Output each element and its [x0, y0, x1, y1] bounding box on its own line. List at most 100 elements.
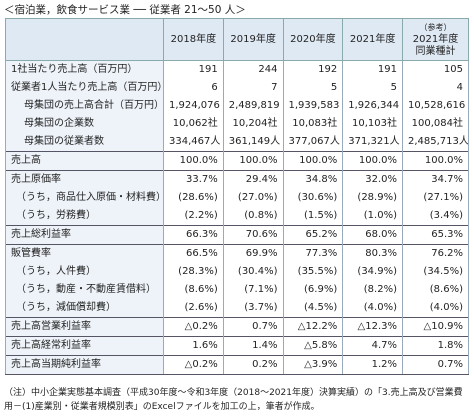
cell: △10.9% — [402, 317, 469, 337]
table-row: 売上高営業利益率 △0.2% 0.7% △12.2% △12.3% △10.9% — [5, 317, 469, 337]
header-row: 2018年度 2019年度 2020年度 2021年度 （参考） 2021年度 同業種計 — [5, 18, 469, 61]
row-label: 売上高当期純利益率 — [5, 355, 164, 375]
row-label: 母集団の売上高合計（百万円） — [5, 97, 164, 115]
cell: (8.6%) — [402, 281, 469, 299]
row-label: 1社当たり売上高（百万円） — [5, 60, 164, 79]
cell: 1.2% — [342, 355, 403, 375]
header-line: 同業種計 — [415, 45, 456, 57]
row-label: 売上総利益率 — [5, 225, 164, 245]
row-label: 母集団の企業数 — [5, 115, 164, 133]
table-row: （うち，減価償却費） (2.6%) (3.7%) (4.5%) (4.0%) (4.0%) — [5, 299, 469, 318]
corner-cell — [5, 18, 164, 61]
cell: (3.4%) — [402, 207, 469, 226]
cell: (35.5%) — [282, 263, 344, 281]
cell: (34.5%) — [402, 263, 469, 281]
table-row: 販管費率 66.5% 69.9% 77.3% 80.3% 76.2% — [5, 244, 469, 263]
cell: (8.6%) — [163, 281, 224, 299]
cell: 1.6% — [163, 336, 224, 356]
table-row: 母集団の企業数 10,062社 10,204社 10,083社 10,103社 100,0… — [5, 115, 469, 133]
cell: (28.9%) — [342, 189, 403, 207]
header-cell: 2019年度 — [222, 18, 284, 61]
row-label: （うち，動産・不動産賃借料） — [5, 281, 164, 299]
cell: (6.9%) — [282, 281, 344, 299]
cell: 66.3% — [163, 225, 224, 245]
cell: 100.0% — [282, 151, 344, 171]
cell: 29.4% — [222, 170, 284, 189]
cell: (4.0%) — [402, 299, 469, 318]
cell: 10,528,616 — [402, 97, 469, 115]
cell: (1.5%) — [282, 207, 344, 226]
cell: 1,924,076 — [163, 97, 224, 115]
cell: (2.6%) — [163, 299, 224, 318]
cell: (8.2%) — [342, 281, 403, 299]
cell: 10,083社 — [282, 115, 344, 133]
table-row: 売上高経常利益率 1.6% 1.4% △5.8% 4.7% 1.8% — [5, 336, 469, 356]
cell: 69.9% — [222, 244, 284, 263]
cell: 70.6% — [222, 225, 284, 245]
header-cell: 2020年度 — [282, 18, 344, 61]
cell: (27.0%) — [222, 189, 284, 207]
row-label: 売上高営業利益率 — [5, 317, 164, 337]
cell: (27.1%) — [402, 189, 469, 207]
cell: 7 — [222, 79, 284, 97]
header-cell: （参考） 2021年度 同業種計 — [402, 18, 469, 61]
cell: △5.8% — [282, 336, 344, 356]
row-label: （うち，減価償却費） — [5, 299, 164, 318]
cell: 1,926,344 — [342, 97, 403, 115]
cell: 0.2% — [222, 355, 284, 375]
cell: △12.3% — [342, 317, 403, 337]
row-label: （うち，商品仕入原価・材料費） — [5, 189, 164, 207]
cell: △12.2% — [282, 317, 344, 337]
cell: (30.4%) — [222, 263, 284, 281]
cell: 34.7% — [402, 170, 469, 189]
table-row: （うち，労務費） (2.2%) (0.8%) (1.5%) (1.0%) (3.4%) — [5, 207, 469, 226]
header-line: （参考） — [419, 22, 452, 32]
cell: 100.0% — [222, 151, 284, 171]
cell: 5 — [342, 79, 403, 97]
cell: 371,321人 — [342, 133, 403, 152]
header-line: 2021年度 — [412, 33, 459, 45]
cell: 4.7% — [342, 336, 403, 356]
row-label: （うち，人件費） — [5, 263, 164, 281]
cell: 100.0% — [163, 151, 224, 171]
table-row: 売上総利益率 66.3% 70.6% 65.2% 68.0% 65.3% — [5, 225, 469, 245]
table-row: 売上高当期純利益率 △0.2% 0.2% △3.9% 1.2% 0.7% — [5, 355, 469, 375]
cell: 100.0% — [402, 151, 469, 171]
note: （注）中小企業実態基本調査（平成30年度～令和3年度（2018～2021年度）決… — [4, 388, 463, 412]
cell: 32.0% — [342, 170, 403, 189]
row-label: 従業者1人当たり売上高（百万円） — [5, 79, 164, 97]
cell: 105 — [402, 60, 469, 79]
cell: 361,149人 — [222, 133, 284, 152]
cell: 77.3% — [282, 244, 344, 263]
cell: 191 — [342, 60, 403, 79]
cell: (0.8%) — [222, 207, 284, 226]
cell: (4.0%) — [342, 299, 403, 318]
cell: 65.2% — [282, 225, 344, 245]
row-label: 売上高 — [5, 151, 164, 171]
cell: 377,067人 — [282, 133, 344, 152]
row-label: 母集団の従業者数 — [5, 133, 164, 152]
cell: (7.1%) — [222, 281, 284, 299]
cell: 192 — [282, 60, 344, 79]
cell: 5 — [282, 79, 344, 97]
cell: 0.7% — [402, 355, 469, 375]
cell: △3.9% — [282, 355, 344, 375]
cell: (34.9%) — [342, 263, 403, 281]
title: ＜宿泊業，飲食サービス業 ── 従業者 21～50 人＞ — [4, 4, 246, 16]
cell: 10,204社 — [222, 115, 284, 133]
cell: 76.2% — [402, 244, 469, 263]
cell: (1.0%) — [342, 207, 403, 226]
data-table: 2018年度 2019年度 2020年度 2021年度 （参考） 2021年度 同業種計 1… — [5, 18, 469, 375]
cell: △0.2% — [163, 355, 224, 375]
cell: △0.2% — [163, 317, 224, 337]
cell: (28.3%) — [163, 263, 224, 281]
cell: (30.6%) — [282, 189, 344, 207]
cell: 0.7% — [222, 317, 284, 337]
cell: 65.3% — [402, 225, 469, 245]
header-cell: 2021年度 — [342, 18, 403, 61]
row-label: （うち，労務費） — [5, 207, 164, 226]
cell: 10,103社 — [342, 115, 403, 133]
table-row: （うち，人件費） (28.3%) (30.4%) (35.5%) (34.9%) (34.… — [5, 263, 469, 281]
table-row: 売上高 100.0% 100.0% 100.0% 100.0% 100.0% — [5, 151, 469, 171]
